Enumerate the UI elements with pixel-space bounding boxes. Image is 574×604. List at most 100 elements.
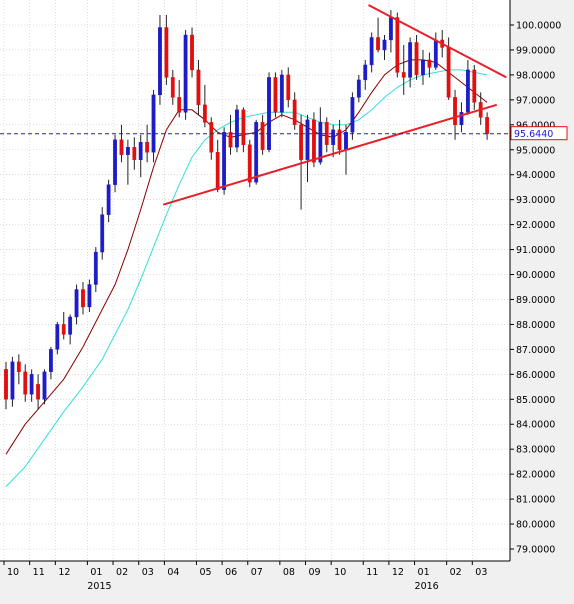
candle	[401, 44, 406, 95]
y-tick-label: 86.0000	[516, 370, 555, 381]
candle	[395, 12, 400, 78]
candle	[485, 112, 490, 140]
candle-body	[81, 289, 85, 308]
candle-body	[331, 129, 336, 145]
candle-body	[119, 139, 124, 155]
candle	[312, 112, 316, 168]
x-tick-label: 05	[199, 567, 211, 578]
candle	[363, 59, 368, 90]
candle	[132, 137, 137, 170]
candle-body	[132, 147, 137, 160]
x-tick-label: 06	[225, 567, 237, 578]
candle-body	[190, 34, 194, 71]
x-tick-label: 01	[418, 567, 430, 578]
y-tick-label: 93.0000	[516, 195, 555, 206]
candle	[55, 321, 60, 355]
candle	[106, 179, 111, 223]
candle	[10, 356, 15, 407]
candle-body	[87, 284, 92, 308]
candle	[29, 369, 34, 402]
candle-body	[247, 144, 252, 183]
candle-body	[170, 77, 175, 98]
candle-body	[382, 39, 387, 51]
candle	[151, 89, 156, 163]
candle	[177, 79, 182, 118]
candle	[100, 207, 105, 260]
y-tick-label: 85.0000	[516, 395, 555, 406]
candle	[459, 102, 464, 133]
candle	[113, 134, 117, 193]
candle	[49, 346, 53, 380]
candle-body	[164, 27, 169, 78]
candle	[190, 27, 194, 78]
trendline	[367, 4, 507, 79]
candle-body	[395, 17, 400, 73]
candle-body	[113, 139, 117, 185]
candle-body	[286, 74, 291, 101]
x-tick-label: 11	[366, 567, 378, 578]
candle-body	[356, 79, 361, 98]
candle-body	[74, 289, 79, 318]
candle	[356, 74, 361, 103]
candle	[23, 364, 28, 402]
y-tick-label: 99.0000	[516, 45, 555, 56]
y-tick-label: 82.0000	[516, 470, 555, 481]
y-tick-label: 90.0000	[516, 270, 555, 281]
candle-body	[414, 42, 419, 76]
y-tick-label: 83.0000	[516, 445, 555, 456]
candle-body	[209, 122, 214, 153]
candle-body	[465, 69, 470, 113]
candle	[228, 114, 233, 155]
ma-long-layer	[5, 69, 488, 487]
candle-body	[151, 94, 156, 153]
candle	[318, 107, 323, 165]
candle	[4, 361, 8, 410]
candle	[74, 284, 79, 325]
candle	[93, 247, 98, 292]
y-tick-label: 95.0000	[516, 145, 555, 156]
candle-body	[459, 112, 464, 126]
candle-body	[125, 147, 130, 155]
y-tick-label: 98.0000	[516, 70, 555, 81]
candle	[209, 117, 214, 160]
candle-body	[389, 17, 393, 41]
candle-body	[145, 142, 150, 153]
candle	[36, 374, 40, 410]
candle	[414, 34, 419, 80]
candle-body	[177, 97, 182, 113]
candle-body	[376, 37, 380, 51]
candle	[350, 92, 355, 140]
candle-body	[55, 324, 60, 350]
candle-body	[350, 97, 355, 133]
candle-body	[337, 129, 342, 150]
candle-body	[4, 369, 8, 400]
candle	[331, 124, 336, 158]
candle	[183, 29, 188, 120]
candle-body	[23, 371, 28, 395]
x-tick-label: 09	[309, 567, 321, 578]
candle-body	[16, 361, 21, 373]
candle-body	[312, 119, 316, 163]
candle	[241, 107, 246, 153]
candle-body	[196, 69, 201, 106]
candle-body	[433, 39, 438, 68]
candle-body	[318, 122, 323, 163]
current-price-label: 95.6440	[514, 129, 553, 140]
candle	[292, 92, 297, 130]
candle	[427, 52, 432, 78]
candle-body	[344, 132, 348, 150]
y-tick-label: 87.0000	[516, 345, 555, 356]
candle-body	[254, 122, 259, 183]
y-tick-label: 80.0000	[516, 520, 555, 531]
candle-body	[485, 117, 490, 134]
candle	[145, 124, 150, 163]
candle-body	[273, 77, 278, 113]
ma-long-line	[5, 69, 488, 487]
candle	[254, 119, 259, 185]
x-tick-label: 12	[58, 567, 70, 578]
x-tick-label: 01	[90, 567, 102, 578]
y-tick-label: 89.0000	[516, 295, 555, 306]
candle	[222, 127, 227, 195]
x-tick-label: 03	[475, 567, 487, 578]
